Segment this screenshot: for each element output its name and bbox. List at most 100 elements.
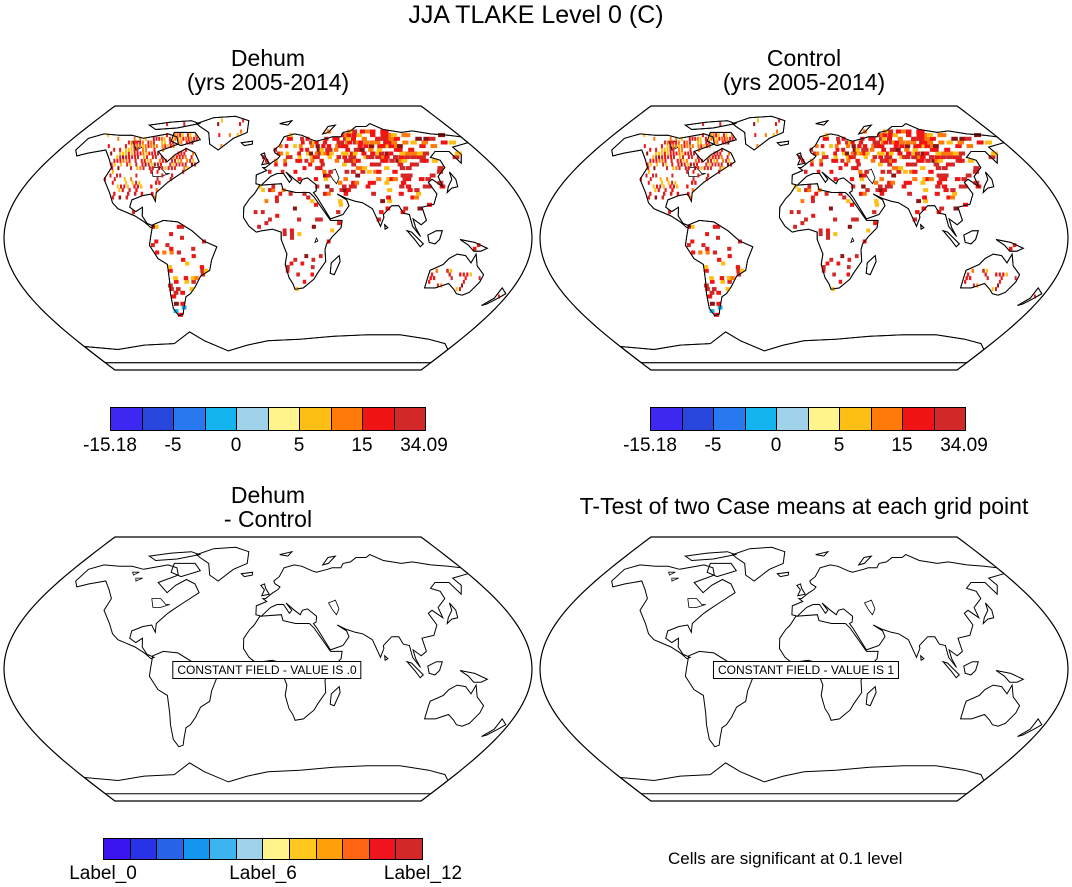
- data-cell: [692, 162, 695, 167]
- data-cell: [887, 155, 893, 160]
- data-cell: [268, 169, 272, 174]
- data-cell: [406, 166, 412, 171]
- data-cell: [119, 151, 122, 156]
- data-cell: [155, 144, 158, 149]
- data-cell: [680, 144, 683, 149]
- data-cell: [180, 235, 184, 240]
- data-cell: [816, 169, 821, 174]
- data-cell: [144, 162, 147, 167]
- data-cell: [322, 169, 327, 174]
- data-cell: [158, 180, 161, 185]
- data-cell: [721, 261, 726, 266]
- data-cell: [851, 217, 856, 222]
- data-cell: [273, 147, 277, 152]
- data-cell: [928, 177, 934, 182]
- data-cell: [705, 144, 708, 149]
- data-cell: [133, 140, 136, 145]
- data-cell: [118, 188, 121, 193]
- data-cell: [345, 147, 351, 152]
- data-cell: [828, 206, 833, 211]
- data-cell: [875, 140, 880, 145]
- data-cell: [696, 136, 699, 141]
- data-cell: [858, 140, 864, 145]
- data-cell: [690, 224, 695, 229]
- data-cell: [329, 151, 334, 156]
- data-cell: [339, 188, 344, 193]
- data-cell: [333, 147, 339, 152]
- data-cell: [939, 173, 946, 178]
- data-cell: [661, 155, 664, 160]
- data-cell: [191, 254, 196, 259]
- data-cell: [731, 136, 734, 141]
- data-cell: [144, 136, 147, 141]
- data-cell: [713, 151, 716, 156]
- data-cell: [145, 151, 148, 156]
- data-cell: [864, 169, 869, 174]
- data-cell: [680, 162, 683, 167]
- data-cell: [179, 136, 182, 141]
- data-cell: [310, 144, 315, 149]
- data-cell: [366, 169, 372, 174]
- data-cell: [674, 180, 677, 185]
- data-cell: [918, 129, 925, 134]
- data-cell: [718, 136, 721, 141]
- data-cell: [363, 155, 369, 160]
- data-cell: [884, 155, 890, 160]
- data-cell: [150, 144, 153, 149]
- data-cell: [304, 158, 309, 163]
- data-cell: [916, 158, 922, 163]
- data-cell: [716, 224, 721, 229]
- data-cell: [678, 151, 681, 156]
- data-cell: [658, 155, 661, 160]
- data-cell: [681, 151, 684, 156]
- data-cell: [705, 177, 708, 182]
- data-cell: [927, 140, 934, 145]
- data-cell: [283, 162, 288, 167]
- data-cell: [363, 140, 370, 145]
- data-cell: [670, 155, 673, 160]
- data-cell: [710, 158, 712, 163]
- data-cell: [306, 195, 311, 200]
- data-cell: [341, 151, 346, 156]
- data-cell: [345, 136, 351, 141]
- world-map-robinson-icon: [539, 105, 1069, 371]
- data-cell: [410, 140, 417, 145]
- data-cell: [844, 151, 849, 156]
- data-cell: [882, 188, 887, 193]
- data-cell: [935, 184, 941, 189]
- data-cell: [904, 144, 911, 149]
- data-cell: [184, 155, 187, 160]
- data-cell: [422, 184, 429, 189]
- data-cell: [861, 147, 866, 152]
- data-cell: [764, 133, 767, 138]
- dehum-title-line1: Dehum: [230, 45, 306, 71]
- data-cell: [691, 188, 695, 193]
- data-cell: [649, 147, 652, 152]
- data-cell: [707, 294, 713, 299]
- data-cell: [657, 188, 660, 193]
- data-cell: [675, 151, 678, 156]
- data-cell: [127, 191, 130, 196]
- data-cell: [696, 162, 698, 167]
- data-cell: [310, 272, 314, 277]
- data-cell: [297, 151, 301, 156]
- data-cell: [461, 283, 463, 288]
- data-cell: [429, 173, 436, 178]
- data-cell: [710, 279, 715, 284]
- data-cell: [958, 151, 966, 156]
- data-cell: [343, 177, 348, 182]
- data-cell: [826, 235, 830, 240]
- data-cell: [675, 166, 678, 171]
- data-cell: [643, 133, 646, 138]
- control-colorbar-swatch: [650, 407, 683, 431]
- data-cell: [719, 151, 722, 156]
- data-cell: [410, 195, 416, 200]
- data-cell: [721, 147, 723, 152]
- data-cell: [343, 158, 349, 163]
- data-cell: [729, 136, 731, 141]
- data-cell: [811, 199, 815, 204]
- dehum-colorbar-swatch: [173, 407, 206, 431]
- data-cell: [156, 177, 159, 182]
- data-cell: [431, 158, 438, 163]
- data-cell: [826, 232, 830, 237]
